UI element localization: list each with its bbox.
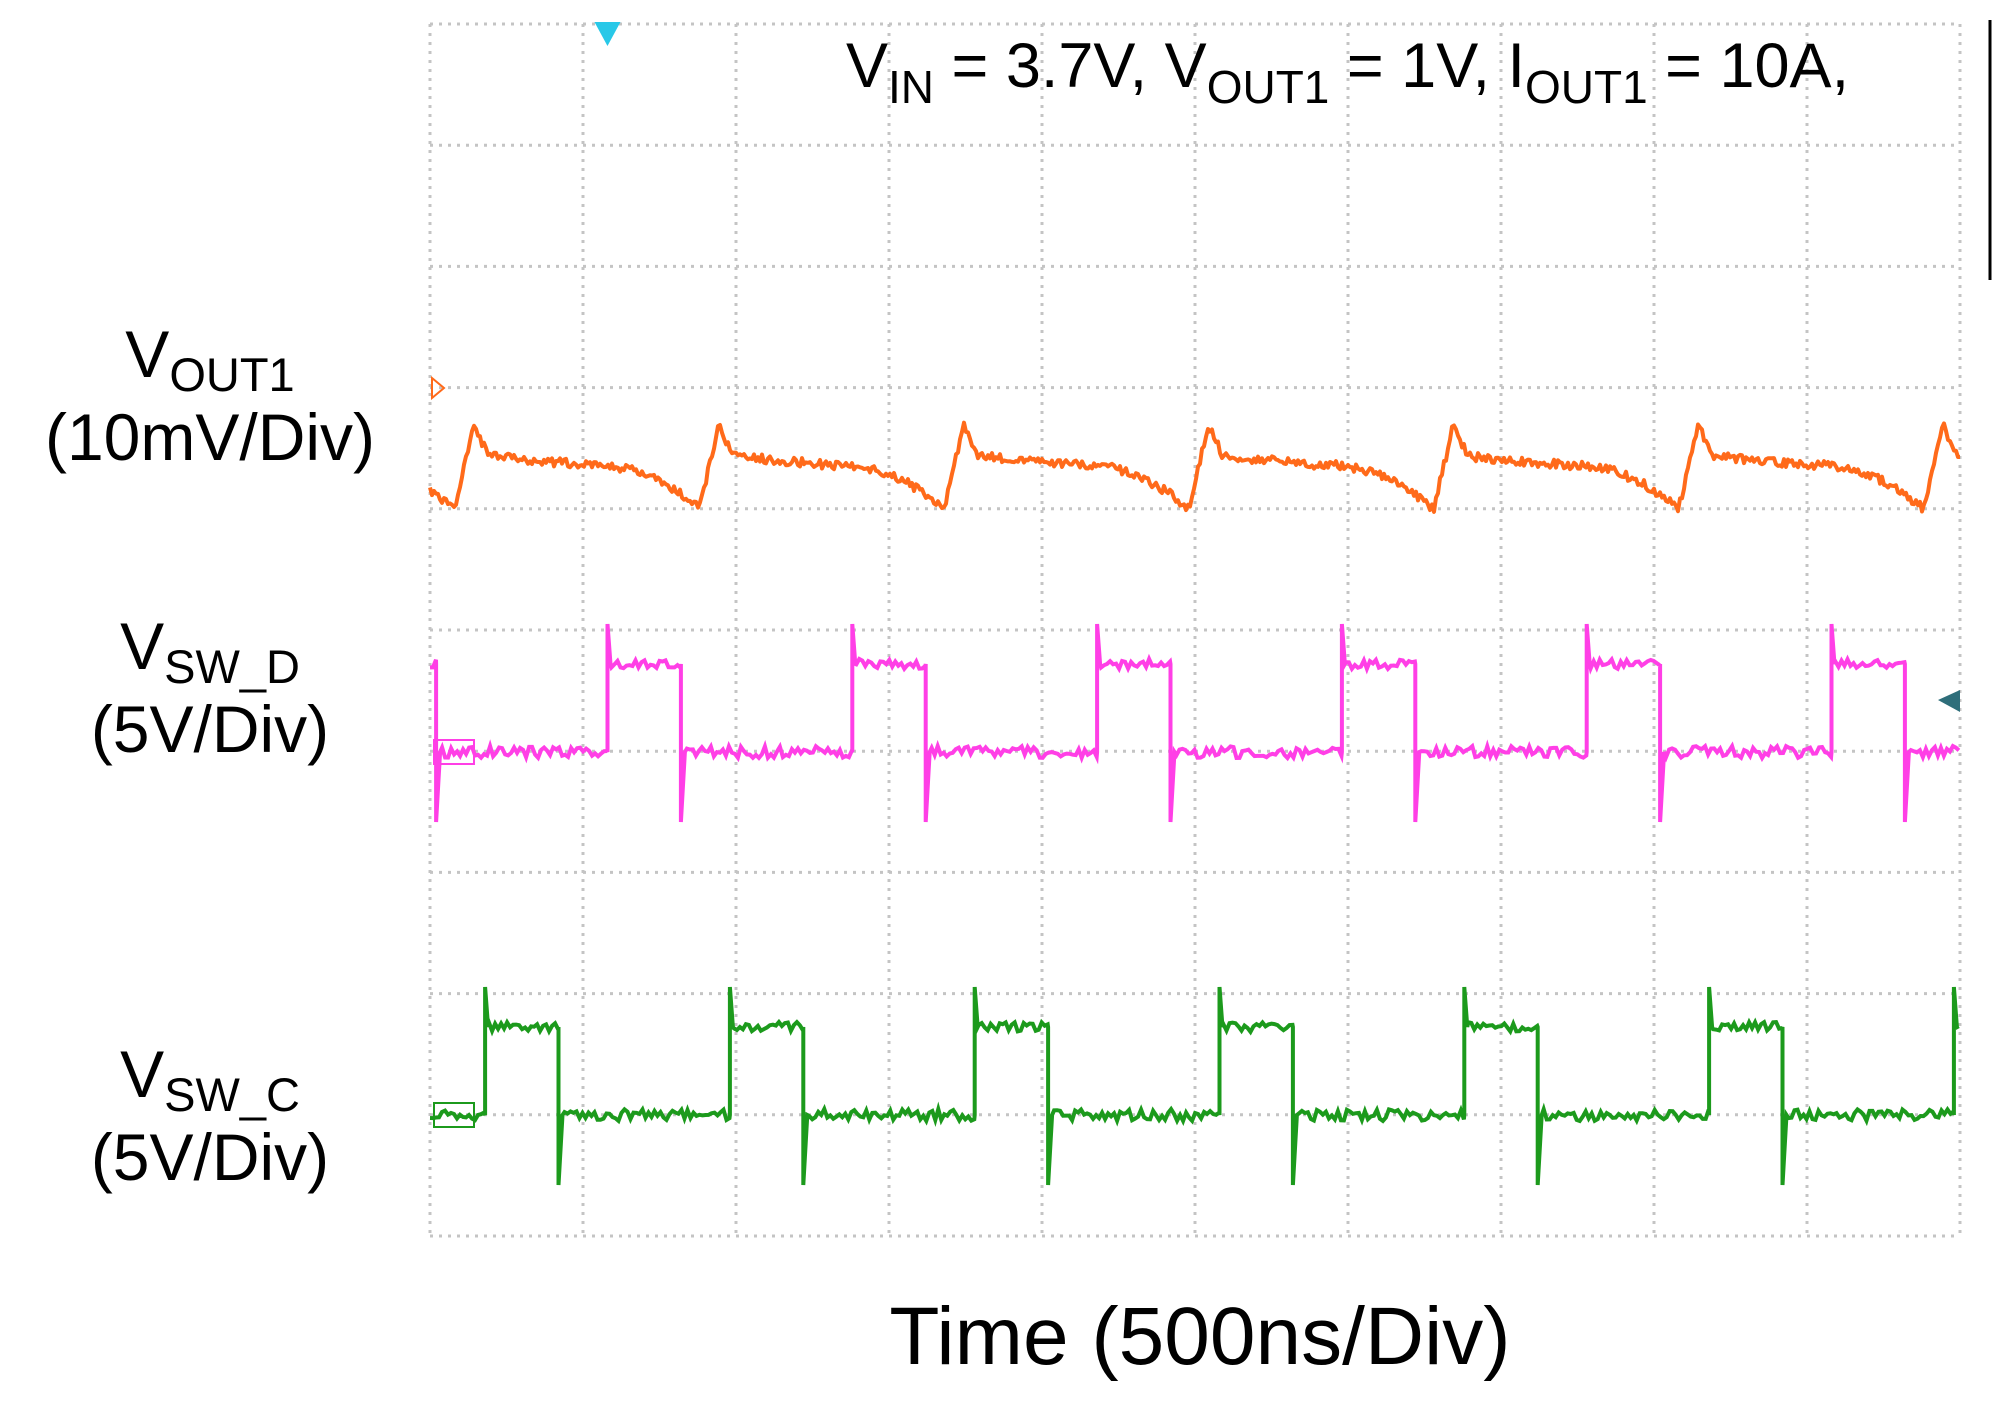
trigger-marker-icon: [594, 22, 621, 46]
vsw-d-channel-label: VSW_D (5V/Div): [60, 610, 360, 765]
vsw-c-scale: (5V/Div): [90, 1119, 330, 1194]
chart-traces: [428, 420, 1961, 1186]
channel-reference-marker-icon: [1938, 690, 1960, 712]
vsw-d-scale: (5V/Div): [90, 691, 330, 766]
chart-grid: [428, 22, 1962, 1238]
vsw-d-trace: [429, 623, 1961, 823]
vsw-c-channel-label: VSW_C (5V/Div): [60, 1038, 360, 1193]
vout1-ground-marker-icon: [431, 375, 446, 401]
vout1-scale: (10mV/Div): [44, 399, 376, 474]
test-conditions: VIN = 3.7V, VOUT1 = 1V, IOUT1 = 10A,: [846, 31, 1850, 113]
x-axis-label: Time (500ns/Div): [889, 1291, 1511, 1382]
vout1-trace: [428, 420, 1960, 514]
chart-markers: [431, 20, 1992, 1128]
vsw-d-ground-marker-icon: [433, 739, 475, 765]
vsw-c-trace: [429, 986, 1960, 1186]
vout1-channel-label: VOUT1 (10mV/Div): [40, 318, 380, 473]
vsw-c-ground-marker-icon: [433, 1102, 475, 1128]
